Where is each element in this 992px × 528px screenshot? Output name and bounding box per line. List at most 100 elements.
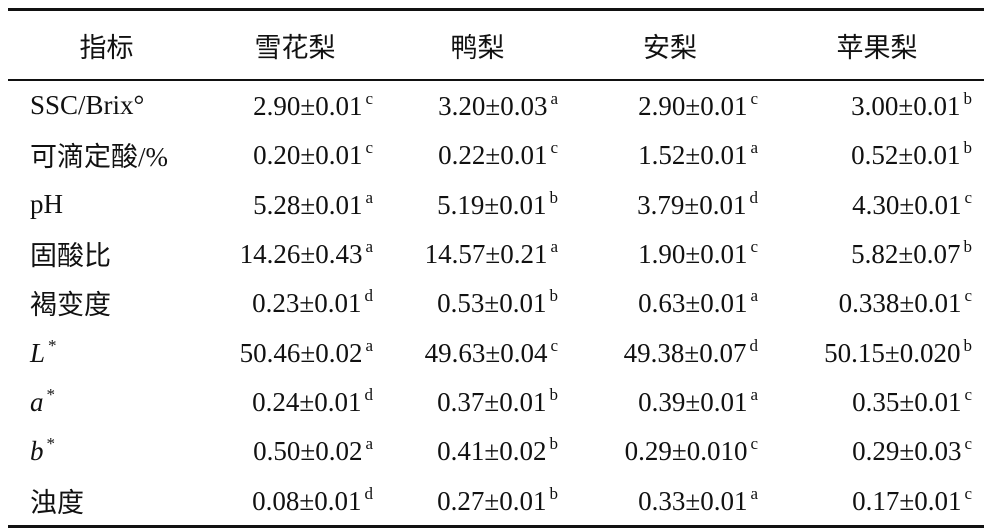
cell-value: 0.17±0.01 xyxy=(852,485,962,516)
significance-letter: a xyxy=(550,237,558,257)
significance-letter: c xyxy=(964,384,972,404)
table-row: 可滴定酸/% 0.20±0.01 c 0.22±0.01 c 1.52±0.01 a 0.52… xyxy=(8,130,984,179)
row-label: 固酸比 xyxy=(8,229,205,278)
significance-letter: a xyxy=(365,237,373,257)
cell-value: 0.338±0.01 xyxy=(838,288,962,319)
significance-letter: c xyxy=(964,286,972,306)
significance-letter: b xyxy=(549,286,559,306)
table-cell: 0.22±0.01 c xyxy=(385,130,570,179)
significance-letter: c xyxy=(964,434,972,454)
row-label-text: 固酸比 xyxy=(30,241,111,272)
table-cell: 0.20±0.01 c xyxy=(205,130,385,179)
significance-letter: c xyxy=(550,138,558,158)
table-cell: 0.33±0.01 a xyxy=(570,475,770,526)
row-label: 可滴定酸/% xyxy=(8,130,205,179)
table-cell: 5.19±0.01 b xyxy=(385,180,570,229)
cell-value: 14.57±0.21 xyxy=(424,239,548,270)
significance-letter: c xyxy=(964,187,972,207)
table-row: SSC/Brix° 2.90±0.01 c 3.20±0.03 a 2.90±0.01 c 3… xyxy=(8,80,984,130)
significance-letter: c xyxy=(365,138,373,158)
row-label-text: 可滴定酸/% xyxy=(30,142,168,173)
significance-letter: b xyxy=(963,335,973,355)
cell-value: 49.38±0.07 xyxy=(623,337,747,368)
cell-value: 0.39±0.01 xyxy=(638,386,748,417)
significance-letter: c xyxy=(365,89,373,109)
column-header: 苹果梨 xyxy=(836,32,918,63)
cell-value: 0.35±0.01 xyxy=(852,386,962,417)
row-label-text: a xyxy=(30,386,44,417)
significance-letter: b xyxy=(963,89,973,109)
table-cell: 4.30±0.01 c xyxy=(770,180,984,229)
significance-letter: a xyxy=(750,483,758,503)
table-cell: 0.24±0.01 d xyxy=(205,377,385,426)
cell-value: 50.46±0.02 xyxy=(239,337,363,368)
row-label-text: 褐变度 xyxy=(30,290,111,321)
table-cell: 0.35±0.01 c xyxy=(770,377,984,426)
cell-value: 3.79±0.01 xyxy=(637,189,747,220)
cell-value: 0.23±0.01 xyxy=(252,288,362,319)
cell-value: 0.29±0.010 xyxy=(624,436,748,467)
table-cell: 3.79±0.01 d xyxy=(570,180,770,229)
table-row: a * 0.24±0.01 d 0.37±0.01 b 0.39±0.01 a 0.35±0.0… xyxy=(8,377,984,426)
table-cell: 0.39±0.01 a xyxy=(570,377,770,426)
column-header: 指标 xyxy=(79,32,134,63)
significance-letter: d xyxy=(364,483,374,503)
cell-value: 0.29±0.03 xyxy=(852,436,962,467)
significance-letter: a xyxy=(750,286,758,306)
cell-value: 0.41±0.02 xyxy=(437,436,547,467)
table-row: pH 5.28±0.01 a 5.19±0.01 b 3.79±0.01 d 4.30±0.0… xyxy=(8,180,984,229)
cell-value: 49.63±0.04 xyxy=(424,337,548,368)
cell-value: 5.19±0.01 xyxy=(437,189,547,220)
table-cell: 5.82±0.07 b xyxy=(770,229,984,278)
table-cell: 0.08±0.01 d xyxy=(205,475,385,526)
header-row: 指标 雪花梨 鸭梨 安梨 苹果梨 xyxy=(8,9,984,80)
cell-value: 14.26±0.43 xyxy=(239,239,363,270)
table-body: SSC/Brix° 2.90±0.01 c 3.20±0.03 a 2.90±0.01 c 3… xyxy=(8,80,984,527)
table-cell: 1.90±0.01 c xyxy=(570,229,770,278)
cell-value: 3.00±0.01 xyxy=(851,91,961,122)
table-cell: 14.57±0.21 a xyxy=(385,229,570,278)
table-cell: 0.23±0.01 d xyxy=(205,278,385,327)
significance-letter: d xyxy=(749,335,759,355)
significance-letter: c xyxy=(750,237,758,257)
table-cell: 0.63±0.01 a xyxy=(570,278,770,327)
table-cell: 49.38±0.07 d xyxy=(570,327,770,376)
row-label: pH xyxy=(8,180,205,229)
column-header: 雪花梨 xyxy=(254,32,336,63)
row-label-sup: * xyxy=(46,434,56,454)
significance-letter: d xyxy=(364,286,374,306)
column-header: 鸭梨 xyxy=(450,32,505,63)
significance-letter: a xyxy=(750,138,758,158)
cell-value: 5.82±0.07 xyxy=(851,239,961,270)
significance-letter: c xyxy=(750,434,758,454)
significance-letter: b xyxy=(549,384,559,404)
table-cell: 14.26±0.43 a xyxy=(205,229,385,278)
column-header: 安梨 xyxy=(643,32,697,63)
table-cell: 2.90±0.01 c xyxy=(570,80,770,130)
table-cell: 5.28±0.01 a xyxy=(205,180,385,229)
table-cell: 0.29±0.03 c xyxy=(770,426,984,475)
row-label: b * xyxy=(8,426,205,475)
row-label: SSC/Brix° xyxy=(8,80,205,130)
table-cell: 2.90±0.01 c xyxy=(205,80,385,130)
table-cell: 0.27±0.01 b xyxy=(385,475,570,526)
row-label-text: 浊度 xyxy=(30,487,84,518)
significance-letter: b xyxy=(549,187,559,207)
cell-value: 0.22±0.01 xyxy=(438,140,548,171)
cell-value: 3.20±0.03 xyxy=(438,91,548,122)
table-cell: 0.37±0.01 b xyxy=(385,377,570,426)
cell-value: 2.90±0.01 xyxy=(253,91,363,122)
significance-letter: a xyxy=(365,335,373,355)
row-label-sup: * xyxy=(48,335,57,355)
cell-value: 50.15±0.020 xyxy=(824,337,961,368)
table-cell: 0.53±0.01 b xyxy=(385,278,570,327)
cell-value: 0.33±0.01 xyxy=(638,485,748,516)
significance-letter: c xyxy=(750,89,758,109)
cell-value: 4.30±0.01 xyxy=(852,189,962,220)
cell-value: 0.52±0.01 xyxy=(851,140,961,171)
cell-value: 0.27±0.01 xyxy=(437,485,547,516)
table-cell: 0.17±0.01 c xyxy=(770,475,984,526)
significance-letter: b xyxy=(549,483,559,503)
significance-letter: a xyxy=(365,187,373,207)
table-cell: 0.29±0.010 c xyxy=(570,426,770,475)
